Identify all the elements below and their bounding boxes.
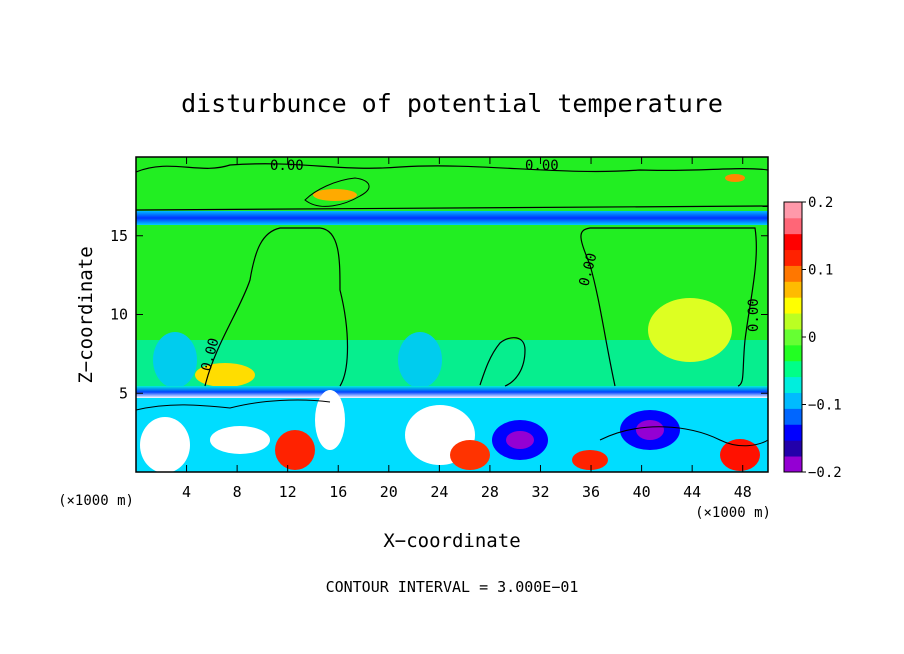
cool-column-1	[153, 332, 197, 388]
x-tick-label: 20	[380, 483, 398, 501]
x-tick-label: 48	[734, 483, 752, 501]
contour-interval-note: CONTOUR INTERVAL = 3.000E−01	[326, 578, 579, 596]
lower-red-3	[572, 450, 608, 470]
orange-patch-top	[313, 189, 357, 201]
x-tick-label: 16	[329, 483, 347, 501]
contour-label: 0.00	[525, 158, 559, 174]
colorbar-swatch	[784, 456, 802, 473]
upper-band	[136, 211, 768, 225]
colorbar	[784, 202, 802, 473]
warm-anomaly-right	[648, 298, 732, 362]
contour-lower-1	[136, 399, 331, 411]
y-axis: 5 10 15	[110, 227, 768, 402]
colorbar-swatch	[784, 313, 802, 330]
colorbar-swatch	[784, 408, 802, 425]
colorbar-swatch	[784, 265, 802, 282]
lower-red-4	[720, 439, 760, 471]
lower-purple-1	[506, 431, 534, 449]
colorbar-swatch	[784, 297, 802, 314]
contour-lower-2	[599, 426, 768, 447]
colorbar-swatch	[784, 424, 802, 441]
y-unit-label: (×1000 m)	[58, 493, 134, 509]
x-tick-label: 32	[531, 483, 549, 501]
x-tick-label: 36	[582, 483, 600, 501]
colorbar-swatch	[784, 360, 802, 378]
colorbar-swatch	[784, 249, 802, 266]
y-tick-label: 5	[119, 384, 128, 402]
lower-warm-1	[140, 417, 190, 472]
colorbar-swatch	[784, 281, 802, 298]
contour-label: 0.00	[270, 158, 304, 174]
x-tick-label: 28	[481, 483, 499, 501]
contour-label: 0.00	[746, 298, 762, 332]
colorbar-swatch	[784, 392, 802, 409]
plot-area	[136, 157, 768, 472]
x-axis: 4 8 12 16 20 24 28 32 36 40 44 48	[182, 157, 752, 501]
lower-warm-2	[210, 426, 270, 454]
x-unit-label: (×1000 m)	[695, 505, 771, 521]
x-tick-label: 40	[633, 483, 651, 501]
colorbar-swatch	[784, 440, 802, 457]
colorbar-tick-label: −0.1	[808, 398, 842, 414]
cool-column-2	[398, 332, 442, 388]
contour-right-cell	[580, 227, 757, 387]
interface-band	[136, 386, 768, 398]
colorbar-swatch	[784, 329, 802, 346]
y-axis-label: Z−coordinate	[75, 246, 97, 383]
colorbar-ticks: 0.2 0.1 0 −0.1 −0.2	[802, 195, 842, 481]
contour-small	[479, 337, 526, 387]
x-axis-label: X−coordinate	[383, 530, 520, 552]
x-tick-label: 8	[233, 483, 242, 501]
colorbar-swatch	[784, 233, 802, 251]
x-tick-label: 12	[279, 483, 297, 501]
lower-red-2	[450, 440, 490, 470]
lower-purple-2	[636, 420, 664, 440]
colorbar-swatch	[784, 217, 802, 235]
x-tick-label: 44	[683, 483, 701, 501]
colorbar-swatch	[784, 202, 802, 219]
lower-red-1	[275, 430, 315, 470]
orange-patch-right	[725, 174, 745, 182]
lower-white-2	[315, 390, 345, 450]
x-tick-label: 24	[430, 483, 448, 501]
colorbar-tick-label: 0.2	[808, 195, 833, 211]
contour-patch	[304, 177, 370, 207]
y-tick-label: 10	[110, 306, 128, 324]
colorbar-swatch	[784, 376, 802, 393]
x-tick-label: 4	[182, 483, 191, 501]
colorbar-swatch	[784, 344, 802, 362]
colorbar-tick-label: 0.1	[808, 263, 833, 279]
chart-title: disturbunce of potential temperature	[181, 89, 723, 118]
contour-left-cell	[204, 227, 349, 387]
contour-top	[136, 163, 768, 173]
colorbar-tick-label: −0.2	[808, 465, 842, 481]
colorbar-tick-label: 0	[808, 330, 816, 346]
y-tick-label: 15	[110, 227, 128, 245]
